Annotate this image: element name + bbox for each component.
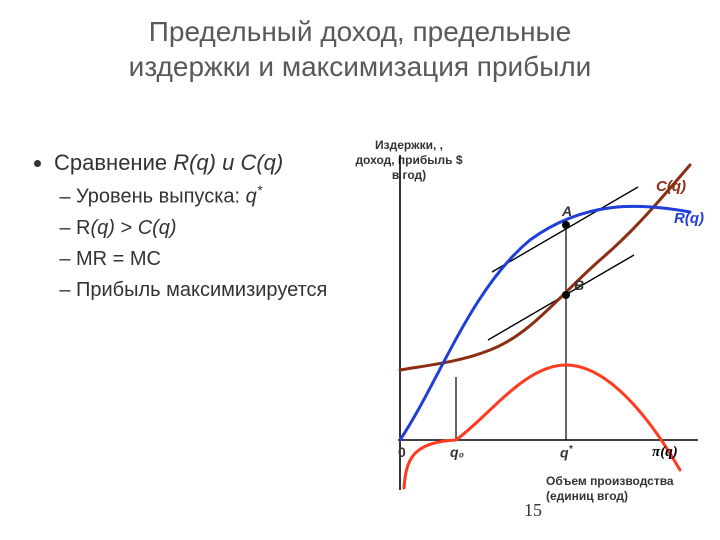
bullet-sub-4: Прибыль максимизируется [76, 279, 354, 302]
label-pi-q: π(q) [652, 444, 678, 461]
x-tick-1: q* [560, 444, 572, 461]
sub1-var: q [246, 186, 257, 208]
chart-svg [360, 150, 700, 510]
point-label-B: B [574, 277, 584, 293]
x-tick-0: q₀ [450, 444, 464, 460]
point-label-A: A [562, 203, 572, 219]
bullet-sub-1: Уровень выпуска: q* [76, 182, 354, 209]
sub1-sup: * [257, 182, 262, 198]
label-Rq: R(q) [674, 210, 704, 227]
bullet-sub-3: MR = MC [76, 248, 354, 271]
bullet-list: Сравнение R(q) и C(q) Уровень выпуска: q… [34, 150, 354, 310]
title-line-2: издержки и максимизация прибыли [129, 51, 592, 82]
slide-title: Предельный доход, предельные издержки и … [0, 14, 720, 84]
bullet-sub-2: R(q) > C(q) [76, 217, 354, 240]
bullet-main-italic: R(q) и C(q) [173, 150, 283, 175]
page-number: 15 [524, 500, 542, 521]
sub1-prefix: Уровень выпуска: [76, 186, 246, 208]
origin-label: 0 [398, 444, 406, 460]
chart: Издержки, , доход, прибыль $ в год) Объе… [360, 150, 700, 510]
bullet-main: Сравнение R(q) и C(q) Уровень выпуска: q… [54, 150, 354, 302]
x-axis-label: Объем производства (единиц вгод) [546, 474, 716, 504]
label-Cq: C(q) [656, 178, 686, 195]
title-line-1: Предельный доход, предельные [149, 16, 571, 47]
